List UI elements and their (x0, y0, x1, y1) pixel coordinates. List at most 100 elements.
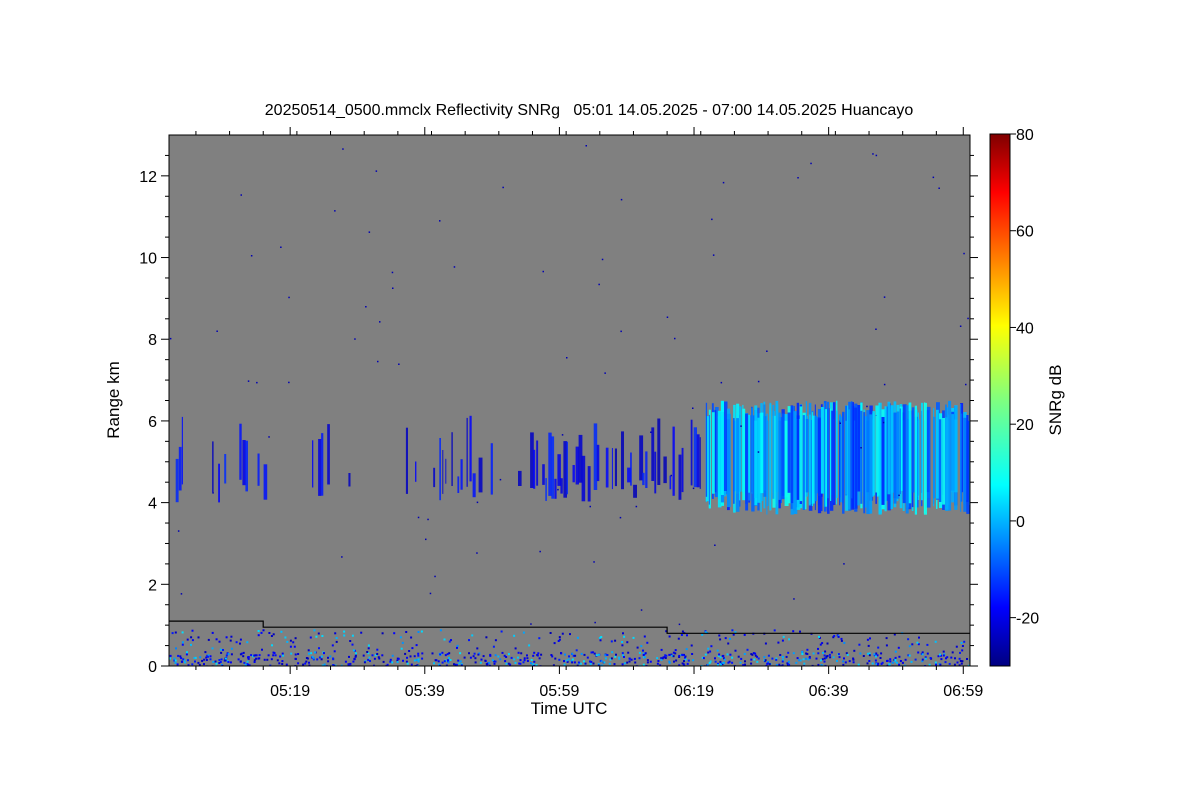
clutter-point (318, 647, 320, 650)
clutter-point (750, 653, 753, 656)
noise-point (670, 474, 672, 477)
clutter-point (519, 662, 522, 665)
clutter-point (958, 657, 961, 660)
noise-point (635, 505, 638, 508)
clutter-point (396, 661, 399, 663)
clutter-point (409, 655, 412, 658)
clutter-point (250, 654, 253, 657)
echo-streak (557, 454, 561, 486)
clutter-point (480, 658, 483, 661)
clutter-point (659, 664, 662, 666)
clutter-point (532, 662, 535, 665)
colorbar-tick-label: 0 (1016, 514, 1025, 531)
clutter-point (875, 652, 878, 655)
clutter-point (737, 655, 740, 658)
clutter-point (628, 660, 631, 663)
noise-point (375, 170, 378, 172)
clutter-point (743, 633, 746, 636)
echo-streak (784, 420, 789, 506)
clutter-point (273, 652, 276, 654)
noise-point (598, 283, 600, 286)
clutter-point (433, 662, 435, 665)
clutter-point (756, 655, 758, 658)
echo-streak (181, 416, 183, 485)
clutter-point (781, 664, 784, 666)
noise-point (391, 271, 394, 274)
x-tick-label: 05:19 (270, 683, 310, 700)
clutter-point (604, 657, 607, 660)
clutter-point (764, 659, 767, 662)
echo-streak (926, 410, 930, 493)
clutter-point (488, 661, 491, 664)
clutter-point (297, 662, 300, 665)
clutter-point (739, 661, 742, 664)
echo-streak (754, 405, 758, 498)
clutter-point (837, 635, 840, 638)
clutter-point (843, 657, 845, 660)
clutter-point (904, 658, 907, 661)
clutter-point (446, 659, 449, 662)
clutter-point (344, 660, 347, 663)
clutter-point (218, 662, 221, 664)
clutter-point (806, 653, 809, 655)
echo-streak (966, 415, 969, 502)
clutter-point (722, 654, 725, 657)
clutter-point (686, 662, 689, 665)
noise-point (883, 383, 886, 386)
clutter-point (801, 651, 804, 653)
echo-streak (769, 402, 772, 511)
clutter-point (646, 641, 649, 644)
clutter-point (754, 652, 757, 655)
clutter-point (351, 643, 354, 646)
clutter-point (563, 663, 566, 666)
clutter-point (257, 630, 260, 632)
clutter-point (391, 661, 394, 664)
clutter-point (191, 663, 194, 666)
clutter-point (246, 641, 249, 644)
echo-streak (696, 434, 700, 488)
noise-point (377, 360, 379, 363)
echo-streak (578, 434, 583, 483)
clutter-point (681, 662, 684, 665)
clutter-point (926, 652, 929, 655)
noise-point (898, 494, 900, 497)
clutter-point (840, 639, 843, 642)
clutter-point (853, 649, 856, 652)
echo-streak (442, 450, 444, 494)
clutter-point (881, 661, 884, 664)
clutter-point (942, 650, 945, 653)
clutter-point (323, 652, 325, 655)
clutter-point (928, 663, 931, 666)
clutter-point (644, 656, 646, 659)
clutter-point (246, 660, 249, 663)
clutter-point (294, 653, 297, 656)
clutter-point (823, 654, 826, 657)
clutter-point (224, 659, 227, 662)
clutter-point (343, 630, 346, 633)
clutter-point (571, 661, 574, 664)
clutter-point (334, 664, 337, 666)
clutter-point (766, 662, 769, 665)
clutter-point (443, 660, 446, 663)
clutter-point (579, 662, 582, 665)
clutter-point (405, 631, 408, 633)
clutter-point (866, 638, 869, 641)
noise-point (169, 337, 172, 340)
clutter-point (582, 660, 585, 663)
echo-streak (645, 451, 648, 488)
clutter-point (564, 653, 566, 656)
x-tick-label: 06:59 (943, 683, 983, 700)
clutter-point (186, 651, 188, 654)
y-tick-label: 12 (139, 169, 157, 186)
clutter-point (951, 651, 954, 654)
clutter-point (943, 653, 946, 656)
clutter-point (589, 660, 591, 663)
clutter-point (292, 641, 295, 644)
clutter-point (314, 651, 316, 654)
clutter-point (710, 645, 713, 648)
clutter-point (657, 660, 660, 662)
clutter-point (788, 663, 791, 666)
noise-point (256, 381, 258, 384)
echo-streak (808, 414, 811, 506)
echo-streak (242, 440, 246, 486)
